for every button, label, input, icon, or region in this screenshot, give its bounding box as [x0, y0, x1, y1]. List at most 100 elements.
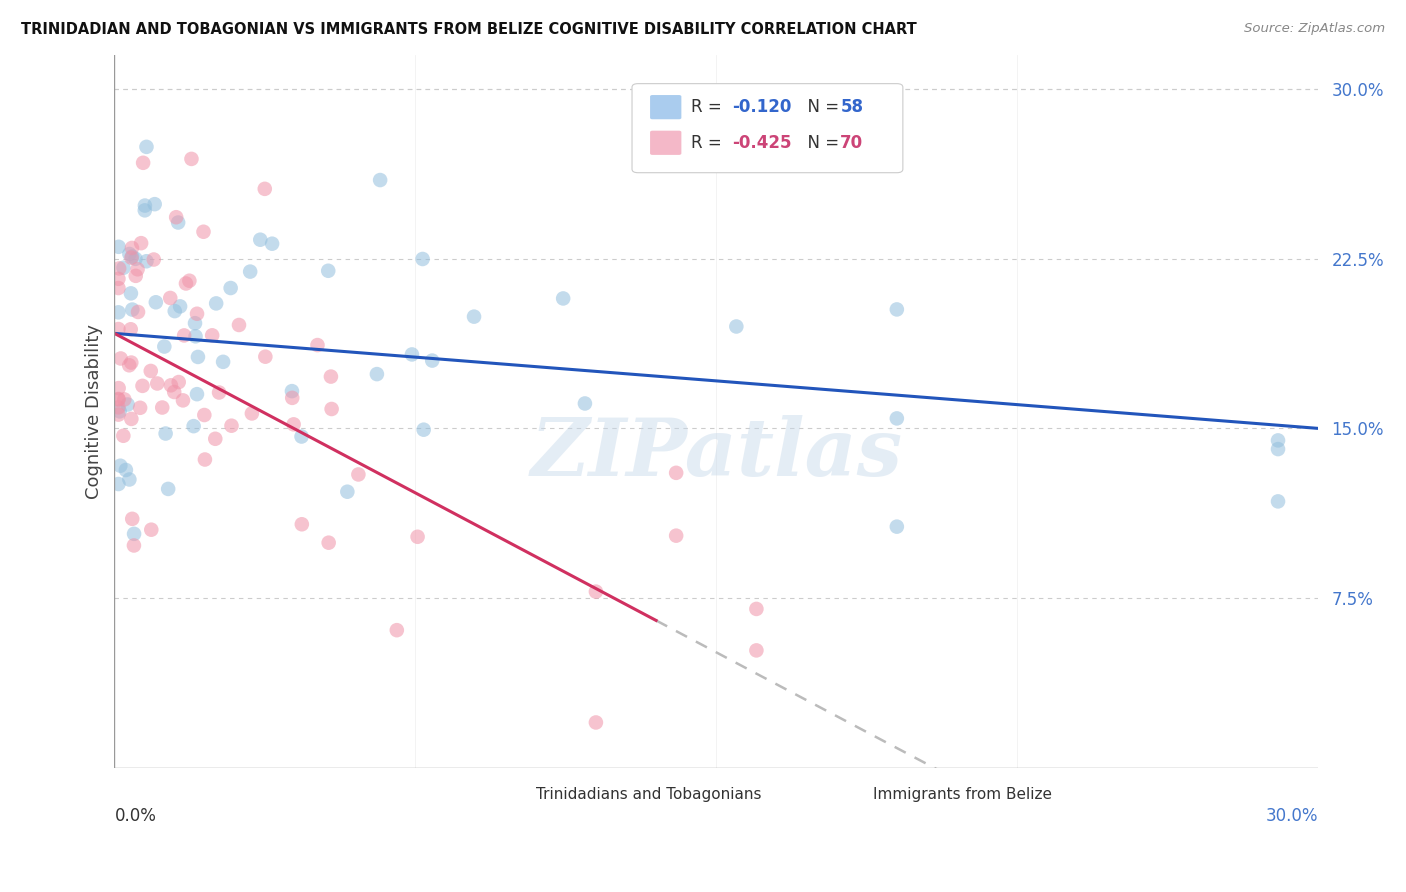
Point [574, 396, 596, 410]
Point [1267, 494, 1289, 508]
Point [167, 215, 190, 229]
Point [385, 623, 408, 637]
Text: R =: R = [690, 134, 727, 152]
Point [886, 302, 908, 317]
Point [127, 305, 149, 319]
Point [180, 152, 202, 166]
Point [281, 391, 304, 405]
Point [254, 350, 277, 364]
Text: R =: R = [690, 98, 727, 116]
Point [281, 384, 304, 398]
Point [186, 307, 208, 321]
Point [174, 277, 197, 291]
Point [117, 398, 139, 412]
Point [120, 412, 142, 426]
Text: 58: 58 [841, 98, 863, 116]
Point [132, 156, 155, 170]
Point [110, 351, 132, 366]
Point [150, 401, 173, 415]
Point [406, 530, 429, 544]
Point [193, 225, 215, 239]
Point [228, 318, 250, 332]
Point [208, 385, 231, 400]
Point [240, 407, 263, 421]
Text: Trinidadians and Tobagonians: Trinidadians and Tobagonians [536, 787, 761, 802]
Point [291, 517, 314, 532]
Text: -0.120: -0.120 [733, 98, 792, 116]
Point [665, 529, 688, 543]
Point [112, 260, 135, 275]
Point [585, 715, 607, 730]
Point [194, 452, 217, 467]
Point [187, 350, 209, 364]
Point [163, 304, 186, 318]
Point [219, 281, 242, 295]
Point [665, 466, 688, 480]
Point [318, 535, 340, 549]
Point [553, 292, 575, 306]
Point [107, 392, 129, 407]
Point [129, 236, 152, 251]
Point [159, 291, 181, 305]
Text: N =: N = [797, 134, 845, 152]
Point [165, 211, 187, 225]
Point [283, 417, 305, 432]
Point [184, 316, 207, 330]
Point [412, 423, 434, 437]
FancyBboxPatch shape [834, 784, 866, 805]
Point [107, 281, 129, 295]
Point [107, 381, 129, 395]
Point [201, 328, 224, 343]
Point [135, 254, 157, 268]
Point [412, 252, 434, 266]
Point [146, 376, 169, 391]
Point [239, 264, 262, 278]
Point [745, 643, 768, 657]
Point [121, 302, 143, 317]
Point [249, 233, 271, 247]
Point [145, 295, 167, 310]
Point [121, 250, 143, 264]
Point [143, 197, 166, 211]
Point [173, 328, 195, 343]
FancyBboxPatch shape [498, 784, 529, 805]
Point [108, 404, 131, 418]
Point [112, 429, 135, 443]
Point [204, 432, 226, 446]
Point [127, 262, 149, 277]
Text: Source: ZipAtlas.com: Source: ZipAtlas.com [1244, 22, 1385, 36]
Point [1267, 442, 1289, 456]
Point [186, 387, 208, 401]
Point [253, 182, 276, 196]
Point [347, 467, 370, 482]
Point [157, 482, 180, 496]
Point [153, 340, 176, 354]
FancyBboxPatch shape [650, 95, 682, 120]
Point [155, 426, 177, 441]
Point [585, 584, 607, 599]
Point [262, 236, 284, 251]
Point [110, 458, 132, 473]
Point [307, 338, 329, 352]
Point [368, 173, 391, 187]
Point [120, 355, 142, 369]
Text: TRINIDADIAN AND TOBAGONIAN VS IMMIGRANTS FROM BELIZE COGNITIVE DISABILITY CORREL: TRINIDADIAN AND TOBAGONIAN VS IMMIGRANTS… [21, 22, 917, 37]
Text: 30.0%: 30.0% [1265, 807, 1319, 825]
FancyBboxPatch shape [650, 130, 682, 155]
Point [193, 408, 215, 422]
Y-axis label: Cognitive Disability: Cognitive Disability [86, 324, 103, 499]
Text: Immigrants from Belize: Immigrants from Belize [873, 787, 1052, 802]
Point [134, 198, 156, 212]
Point [107, 305, 129, 319]
Point [139, 364, 162, 378]
Point [205, 296, 228, 310]
Point [131, 379, 153, 393]
Point [118, 247, 141, 261]
Point [120, 286, 142, 301]
Point [183, 419, 205, 434]
Point [420, 353, 443, 368]
Point [321, 402, 343, 417]
Text: ZIPatlas: ZIPatlas [530, 416, 903, 493]
Point [120, 322, 142, 336]
Point [107, 322, 129, 336]
